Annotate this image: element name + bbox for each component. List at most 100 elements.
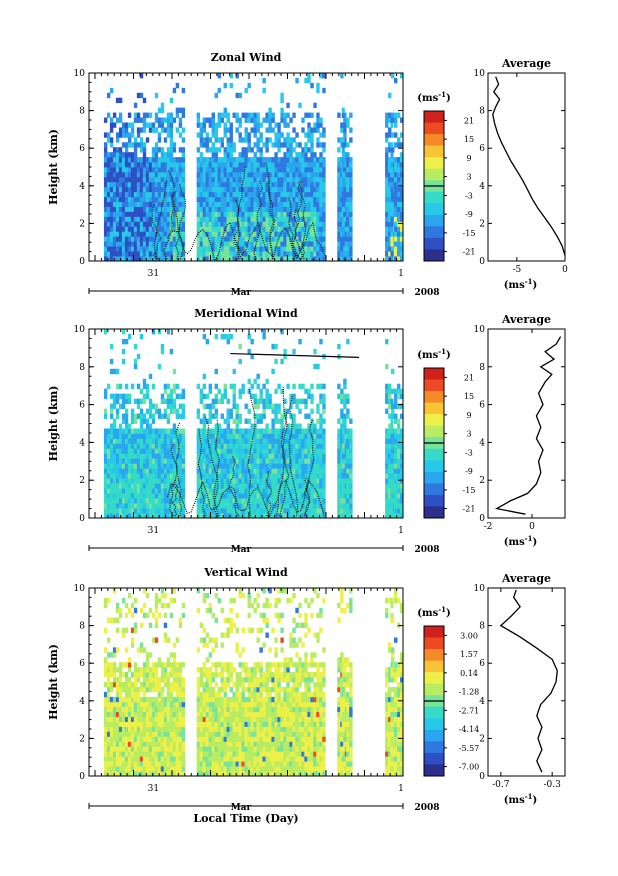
- heatmap-cell: [343, 152, 347, 158]
- heatmap-cell: [139, 726, 144, 732]
- heatmap-cell: [112, 493, 117, 499]
- heatmap-cell: [301, 176, 305, 183]
- heatmap-cell: [145, 246, 150, 252]
- heatmap-cell: [274, 473, 278, 479]
- heatmap-cell: [244, 508, 248, 514]
- heatmap-cell: [271, 127, 275, 133]
- zero-contour: [288, 395, 299, 517]
- heatmap-cell: [280, 493, 284, 499]
- heatmap-cell: [391, 408, 395, 414]
- heatmap-cell: [130, 756, 135, 762]
- heatmap-cell: [118, 706, 123, 713]
- heatmap-cell: [256, 398, 260, 404]
- heatmap-cell: [388, 167, 392, 173]
- heatmap-cell: [175, 483, 180, 489]
- heatmap-cell: [343, 206, 347, 212]
- heatmap-cell: [217, 433, 221, 439]
- heatmap-cell: [223, 418, 227, 424]
- heatmap-cell: [127, 171, 132, 178]
- heatmap-cell: [181, 428, 186, 434]
- heatmap-cell: [265, 117, 269, 123]
- heatmap-cell: [341, 443, 345, 449]
- heatmap-cell: [226, 226, 230, 232]
- heatmap-cell: [214, 196, 218, 203]
- heatmap-cell: [310, 157, 314, 163]
- heatmap-cell: [307, 77, 311, 84]
- heatmap-cell: [109, 122, 114, 128]
- heatmap-cell: [247, 191, 251, 198]
- profile-y-tick-label: 6: [479, 144, 485, 154]
- heatmap-cell: [166, 493, 171, 499]
- heatmap-cell: [112, 751, 117, 757]
- heatmap-cell: [175, 458, 180, 464]
- heatmap-cell: [118, 206, 123, 212]
- heatmap-cell: [400, 443, 404, 449]
- heatmap-cell: [166, 508, 171, 514]
- heatmap-cell: [301, 508, 305, 514]
- heatmap-cell: [304, 398, 308, 404]
- heatmap-cell: [157, 176, 162, 183]
- heatmap-cell: [154, 112, 159, 118]
- heatmap-cell: [112, 677, 117, 683]
- heatmap-cell: [229, 171, 233, 178]
- heatmap-cell: [341, 112, 345, 118]
- heatmap-cell: [259, 488, 263, 494]
- heatmap-cell: [130, 251, 135, 257]
- heatmap-cell: [163, 508, 168, 514]
- heatmap-cell: [136, 251, 141, 257]
- heatmap-cell: [103, 488, 108, 494]
- heatmap-cell: [238, 132, 242, 138]
- heatmap-cell: [322, 403, 326, 409]
- heatmap-cell: [295, 468, 299, 474]
- heatmap-cell: [394, 251, 398, 257]
- heatmap-cell: [283, 498, 287, 504]
- heatmap-cell: [223, 107, 227, 113]
- heatmap-cell: [178, 201, 183, 207]
- heatmap-cell: [250, 231, 254, 237]
- heatmap-cell: [238, 483, 242, 489]
- heatmap-cell: [307, 393, 311, 400]
- heatmap-cell: [244, 211, 248, 217]
- heatmap-cell: [385, 162, 389, 168]
- heatmap-cell: [341, 493, 345, 499]
- heatmap-cell: [148, 423, 153, 429]
- heatmap-cell: [121, 167, 126, 173]
- heatmap-cell: [310, 127, 314, 133]
- heatmap-cell: [238, 186, 242, 193]
- heatmap-cell: [301, 127, 305, 133]
- heatmap-cell: [232, 443, 236, 449]
- heatmap-cell: [172, 256, 177, 262]
- heatmap-cell: [295, 458, 299, 464]
- heatmap-cell: [307, 423, 311, 429]
- heatmap-cell: [115, 448, 120, 454]
- heatmap-cell: [115, 413, 120, 419]
- heatmap-cell: [337, 171, 341, 178]
- heatmap-cell: [124, 428, 129, 434]
- heatmap-cell: [277, 127, 281, 133]
- heatmap-cell: [142, 493, 147, 499]
- heatmap-cell: [139, 333, 144, 340]
- heatmap-cell: [154, 443, 159, 449]
- colorbar-segment: [424, 111, 444, 124]
- heatmap-cell: [196, 428, 201, 434]
- heatmap-cell: [205, 236, 210, 242]
- heatmap-cell: [271, 241, 275, 247]
- heatmap-cell: [106, 92, 111, 99]
- heatmap-cell: [247, 438, 251, 444]
- profile-x-tick-label: -2: [484, 522, 493, 532]
- heatmap-cell: [292, 478, 296, 484]
- heatmap-cell: [163, 216, 168, 222]
- heatmap-cell: [277, 122, 281, 128]
- heatmap-cell: [121, 721, 126, 727]
- heatmap-cell: [256, 463, 260, 469]
- heatmap-cell: [343, 438, 347, 444]
- heatmap-cell: [226, 513, 230, 519]
- heatmap-cell: [112, 171, 117, 178]
- heatmap-cell: [337, 251, 341, 257]
- heatmap-cell: [247, 348, 251, 355]
- heatmap-cell: [349, 473, 353, 479]
- heatmap-cell: [121, 736, 126, 742]
- heatmap-cell: [220, 493, 224, 499]
- heatmap-cell: [349, 211, 353, 217]
- heatmap-cell: [115, 721, 120, 727]
